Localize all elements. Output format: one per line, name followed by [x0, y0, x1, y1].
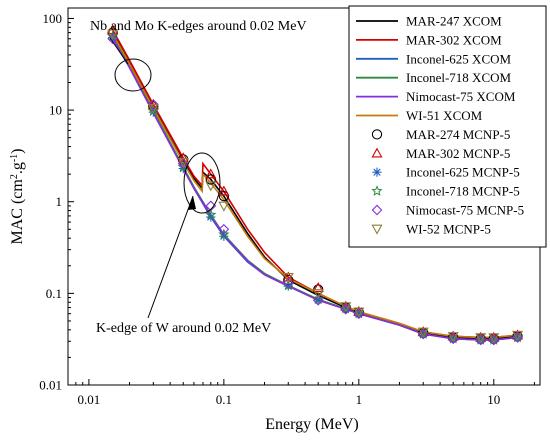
data-point-series-5 [282, 277, 294, 289]
x-axis-title: Energy (MeV) [265, 416, 358, 433]
legend-marker-swatch [371, 185, 383, 196]
data-point-series-6 [107, 29, 119, 40]
legend-marker-swatch [371, 204, 383, 216]
data-point-series-6 [488, 333, 500, 344]
legend-label: WI-51 XCOM [406, 108, 483, 123]
data-point-series-1 [205, 174, 216, 185]
y-axis-title-part: ) [9, 149, 26, 154]
annotation-w-edge-arrow [147, 195, 194, 319]
nb-mo-edge-circle [114, 58, 152, 92]
legend-marker-swatch [371, 129, 383, 140]
data-point-series-5 [475, 334, 487, 346]
annotation-layer: Nb and Mo K-edges around 0.02 MeV K-edge… [90, 19, 307, 336]
y-tick-label: 0.01 [39, 378, 62, 393]
data-point-series-5 [340, 303, 352, 315]
data-point-series-5 [488, 334, 500, 346]
legend: MAR-247 XCOM MAR-302 XCOM Inconel-625 XCOM… [348, 5, 547, 248]
y-tick-label: 10 [49, 103, 62, 118]
data-point-series-5 [512, 332, 523, 343]
data-point-series-5 [312, 294, 324, 306]
w-edge-ellipse [183, 152, 221, 214]
data-point-series-6 [205, 181, 217, 192]
x-tick-label: 10 [487, 392, 500, 407]
annotation-w-edge: K-edge of W around 0.02 MeV [96, 321, 271, 336]
data-point-series-6 [282, 272, 294, 283]
data-point-series-5 [205, 200, 217, 212]
data-point-series-5 [218, 223, 230, 235]
legend-label: Inconel-625 MCNP-5 [406, 165, 520, 180]
data-point-series-6 [353, 307, 365, 318]
y-tick-label: 100 [43, 11, 63, 26]
y-axis-title-part: -1 [9, 154, 20, 162]
y-tick-label: 1 [56, 194, 63, 209]
legend-label: Inconel-718 MCNP-5 [406, 184, 520, 199]
y-axis-title-part: MAC (cm [9, 179, 26, 245]
data-point-series-6 [312, 289, 324, 300]
legend-label: MAR-274 MCNP-5 [406, 127, 510, 142]
data-point-series-2 [312, 282, 324, 293]
data-point-series-5 [353, 308, 365, 320]
x-tick-label: 1 [356, 392, 363, 407]
legend-box [348, 5, 547, 248]
legend-label: MAR-302 XCOM [406, 32, 502, 47]
x-tick-label: 0.1 [216, 392, 232, 407]
data-layer [107, 24, 524, 346]
y-axis-title: MAC (cm2.g-1) [9, 149, 27, 245]
legend-label: MAR-302 MCNP-5 [406, 146, 510, 161]
legend-label: WI-52 MCNP-5 [406, 221, 491, 236]
axes-layer: 0.01 0.1 1 10 0.01 0.1 1 10 100 Energy (MeV) MAC (… [9, 7, 541, 433]
annotation-nb-mo: Nb and Mo K-edges around 0.02 MeV [90, 19, 307, 34]
data-point-series-5 [417, 328, 429, 340]
y-axis-title-part: .g [9, 162, 26, 174]
legend-label: Nimocast-75 MCNP-5 [406, 203, 524, 218]
annotation-nb-mo-arrow [109, 37, 129, 65]
legend-label: Inconel-718 XCOM [406, 70, 512, 85]
data-point-series-6 [218, 201, 230, 212]
legend-label: MAR-247 XCOM [406, 14, 502, 29]
data-point-series-5 [147, 99, 159, 110]
data-point-series-2 [218, 185, 230, 196]
data-point-series-5 [107, 33, 119, 45]
legend-label: Inconel-625 XCOM [406, 51, 512, 66]
data-point-series-6 [447, 332, 459, 343]
y-axis-title-part: 2 [9, 174, 20, 179]
data-point-series-4 [312, 293, 324, 305]
data-point-series-4 [205, 208, 217, 220]
data-point-series-6 [340, 302, 352, 313]
data-point-series-6 [147, 103, 159, 114]
legend-label: Nimocast-75 XCOM [406, 89, 516, 104]
data-point-series-6 [177, 157, 189, 168]
x-tick-label: 0.01 [78, 392, 101, 407]
data-point-series-2 [205, 168, 217, 179]
y-tick-label: 0.1 [46, 286, 62, 301]
data-point-series-5 [447, 333, 459, 345]
annotation-w-edge-arrowhead [188, 196, 196, 210]
legend-marker-swatch [371, 224, 383, 235]
data-point-series-6 [512, 330, 524, 341]
data-point-series-3 [313, 295, 323, 305]
data-point-series-6 [475, 333, 487, 344]
legend-marker-swatch [372, 167, 382, 177]
data-point-series-1 [218, 191, 230, 202]
data-point-series-6 [417, 327, 429, 338]
data-point-series-4 [218, 228, 230, 240]
legend-marker-swatch [371, 147, 383, 158]
